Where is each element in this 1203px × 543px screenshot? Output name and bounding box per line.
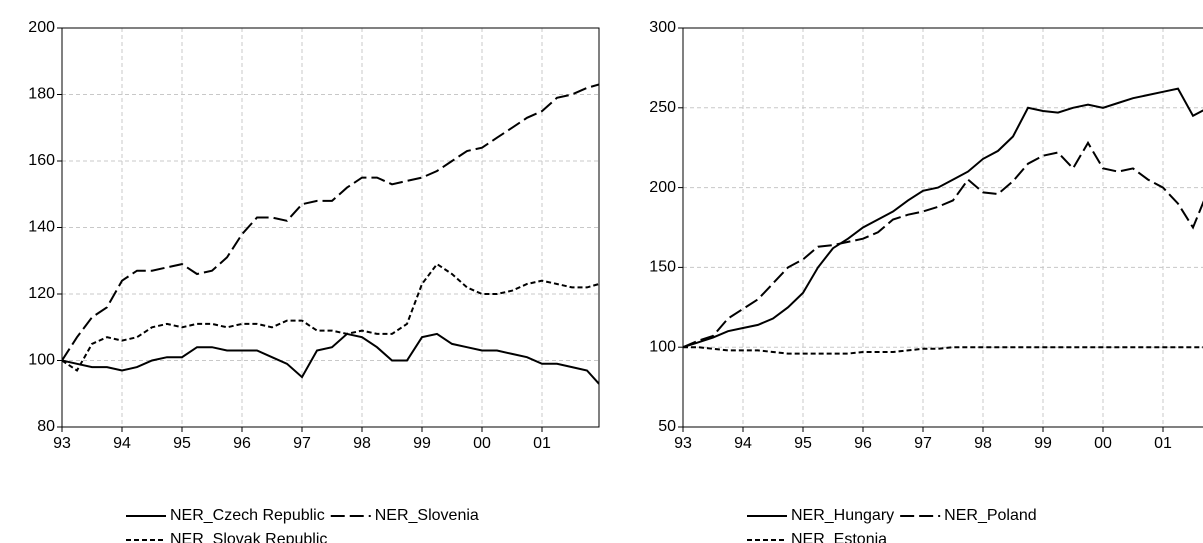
y-tick-label: 180 <box>28 86 55 103</box>
data-line <box>62 332 599 385</box>
legend-label: NER_Estonia <box>791 531 887 543</box>
x-tick-label: 01 <box>1154 435 1172 452</box>
x-tick-label: 97 <box>293 435 311 452</box>
legend-label: NER_Slovak Republic <box>170 531 327 543</box>
y-tick-label: 120 <box>28 285 55 302</box>
chart: 50 100 150 200 250 300 93 94 95 96 97 98 99 00 01 NER_H… <box>649 19 1203 543</box>
data-line <box>683 140 1203 349</box>
legend-label: NER_Slovenia <box>375 507 479 524</box>
x-tick-label: 98 <box>974 435 992 452</box>
chart: 80 100 120 140 160 180 200 93 94 95 96 97 98 99 00 01 NE… <box>28 19 600 543</box>
data-line <box>683 87 1203 349</box>
y-tick-label: 100 <box>649 338 676 355</box>
x-tick-label: 97 <box>914 435 932 452</box>
plot-area <box>62 83 599 385</box>
y-tick-label: 150 <box>649 259 676 276</box>
x-tick-label: 93 <box>674 435 692 452</box>
x-tick-label: 99 <box>413 435 431 452</box>
y-tick-label: 100 <box>28 352 55 369</box>
x-tick-label: 98 <box>353 435 371 452</box>
y-tick-label: 160 <box>28 152 55 169</box>
x-tick-label: 99 <box>1034 435 1052 452</box>
plot-area <box>683 87 1203 355</box>
y-tick-label: 140 <box>28 219 55 236</box>
x-tick-label: 95 <box>173 435 191 452</box>
y-tick-label: 200 <box>28 19 55 36</box>
plot-frame <box>682 27 1203 428</box>
legend-label: NER_Poland <box>944 507 1037 524</box>
y-tick-label: 250 <box>649 99 676 116</box>
x-tick-label: 95 <box>794 435 812 452</box>
x-tick-label: 94 <box>734 435 752 452</box>
x-tick-label: 00 <box>1094 435 1112 452</box>
legend-label: NER_Czech Republic <box>170 507 325 524</box>
y-tick-label: 50 <box>658 418 676 435</box>
x-tick-label: 01 <box>533 435 551 452</box>
legend-label: NER_Hungary <box>791 507 894 524</box>
data-line <box>62 83 599 362</box>
x-tick-label: 93 <box>53 435 71 452</box>
x-tick-label: 94 <box>113 435 131 452</box>
x-tick-label: 96 <box>854 435 872 452</box>
y-tick-label: 300 <box>649 19 676 36</box>
x-tick-label: 00 <box>473 435 491 452</box>
y-tick-label: 200 <box>649 179 676 196</box>
y-tick-label: 80 <box>37 418 55 435</box>
x-tick-label: 96 <box>233 435 251 452</box>
data-line <box>62 262 599 372</box>
plot-frame <box>61 27 600 428</box>
data-line <box>683 346 1203 355</box>
